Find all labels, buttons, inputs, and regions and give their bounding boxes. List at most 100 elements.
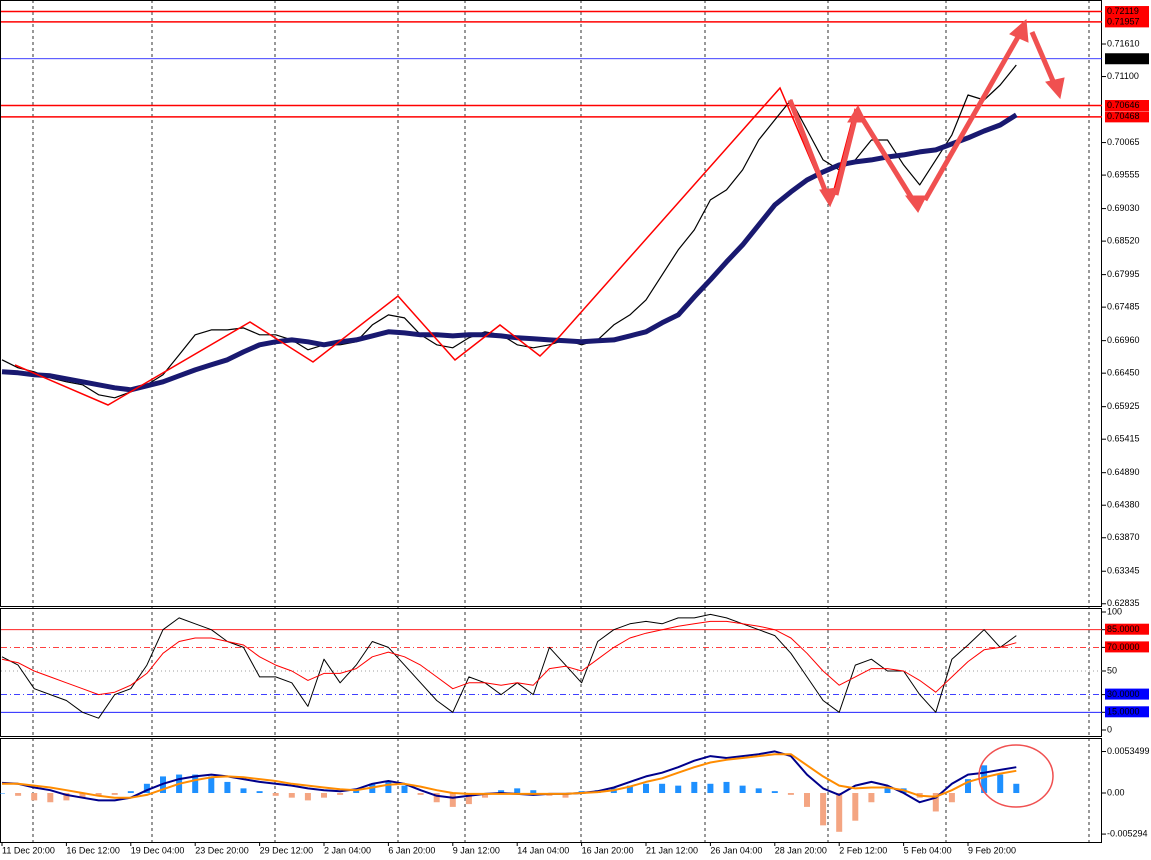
x-tick-label: 2 Jan 04:00 [324,845,371,855]
x-tick-label: 11 Dec 20:00 [2,845,55,855]
x-tick-label: 19 Dec 04:00 [131,845,185,855]
y-tick-label: 0.64890 [1107,467,1140,477]
histogram-bar [31,793,38,801]
arrow-head [1009,18,1029,43]
histogram-bar [498,790,505,794]
histogram-bar [353,790,360,794]
histogram-bar [659,783,666,794]
arrow [833,114,859,196]
x-tick-label: 29 Dec 12:00 [260,845,314,855]
histogram-bar [723,781,730,794]
y-tick-label: 0 [1107,724,1112,734]
x-tick-label: 9 Feb 20:00 [968,845,1016,855]
y-tick-label: 0.69030 [1107,203,1140,213]
histogram-bar [63,793,70,801]
histogram-bar [1013,783,1020,794]
histogram-bar [111,793,118,795]
histogram-bar [707,783,714,794]
histogram-bar [127,791,134,794]
y-tick-label: 0.66960 [1107,335,1140,345]
y-tick-label: 0.71610 [1107,38,1140,48]
histogram-bar [401,785,408,794]
x-tick-label: 14 Jan 04:00 [517,845,569,855]
histogram-bar [868,793,875,803]
y-tick-label: 0.65925 [1107,401,1140,411]
y-tick-label: 50 [1107,665,1117,675]
histogram-bar [337,793,344,795]
y-tick-label: 0.0053499 [1107,746,1150,756]
histogram-bar [932,793,939,812]
label-background [1105,641,1149,653]
y-tick-label: 0.67995 [1107,269,1140,279]
histogram-bar [836,793,843,832]
histogram-bar [256,791,263,794]
histogram-bar [884,788,891,794]
histogram-bar [95,793,102,796]
series-line [1,112,1018,393]
histogram-bar [530,790,537,794]
arrow [922,28,1025,202]
price-label-background [1105,16,1149,28]
y-tick-label: 0.70065 [1107,137,1140,147]
histogram-bar [417,793,424,795]
y-tick-label: 0.00 [1107,787,1125,797]
histogram-bar [321,793,327,798]
histogram-bar [997,774,1004,794]
histogram-bar [691,781,698,794]
y-tick-label: 0.64380 [1107,500,1140,510]
main-panel [0,0,1102,607]
oscillator-panel [0,608,1102,737]
x-tick-label: 9 Jan 12:00 [453,845,500,855]
histogram-bar [449,793,456,807]
y-tick-label: 0.71100 [1107,71,1139,81]
histogram-bar [15,793,22,796]
label-background [1105,623,1149,635]
histogram-bar [465,793,472,805]
histogram-bar [385,781,392,794]
histogram-bar [0,793,5,794]
y-tick-label: 0.69555 [1107,169,1140,179]
x-tick-label: 21 Jan 12:00 [646,845,698,855]
x-tick-label: 26 Jan 04:00 [710,845,762,855]
y-tick-label: -0.005294 [1107,828,1148,838]
x-tick-label: 16 Jan 20:00 [582,845,634,855]
histogram-bar [47,793,54,803]
histogram-bar [224,781,231,794]
separators [32,0,1090,842]
x-tick-label: 6 Jan 20:00 [388,845,435,855]
label-background [1105,688,1149,700]
histogram-bar [79,793,86,798]
highlight-circle [978,744,1054,808]
histogram-bar [240,788,247,794]
price-label: 0.71957 [1107,16,1140,26]
arrow-head [819,187,839,208]
arrow [787,99,831,199]
histogram-bar [208,776,215,794]
histogram-bar [192,774,199,794]
label-background [1105,706,1149,718]
y-tick-label: 0.62835 [1107,598,1140,608]
x-tick-label: 5 Feb 04:00 [904,845,952,855]
y-tick-label: 100 [1107,606,1122,616]
arrow [859,116,919,207]
marks: 0.71610 0.71100 0.70065 0.69555 0.69030 0.685… [0,6,1150,855]
y-tick-label: 0.63345 [1107,566,1140,576]
histogram-bar [143,783,150,794]
histogram-bar [626,785,633,794]
arrow [1029,31,1059,89]
histogram-bar [304,793,311,801]
histogram-bar [482,793,488,798]
arrow-head [847,104,867,123]
histogram-bar [820,793,827,826]
y-tick-label: 15.0000 [1107,707,1140,717]
x-tick-label: 16 Dec 12:00 [66,845,120,855]
histogram-bar [272,793,279,796]
histogram-bar [948,793,955,803]
histogram-bar [981,765,988,794]
price-label: 0.71379 [1107,53,1140,63]
histogram-bar [562,793,569,798]
y-tick-label: 0.66450 [1107,368,1140,378]
series-line [2,753,1017,799]
y-tick-label: 0.65415 [1107,434,1140,444]
price-label-background [1105,111,1149,123]
